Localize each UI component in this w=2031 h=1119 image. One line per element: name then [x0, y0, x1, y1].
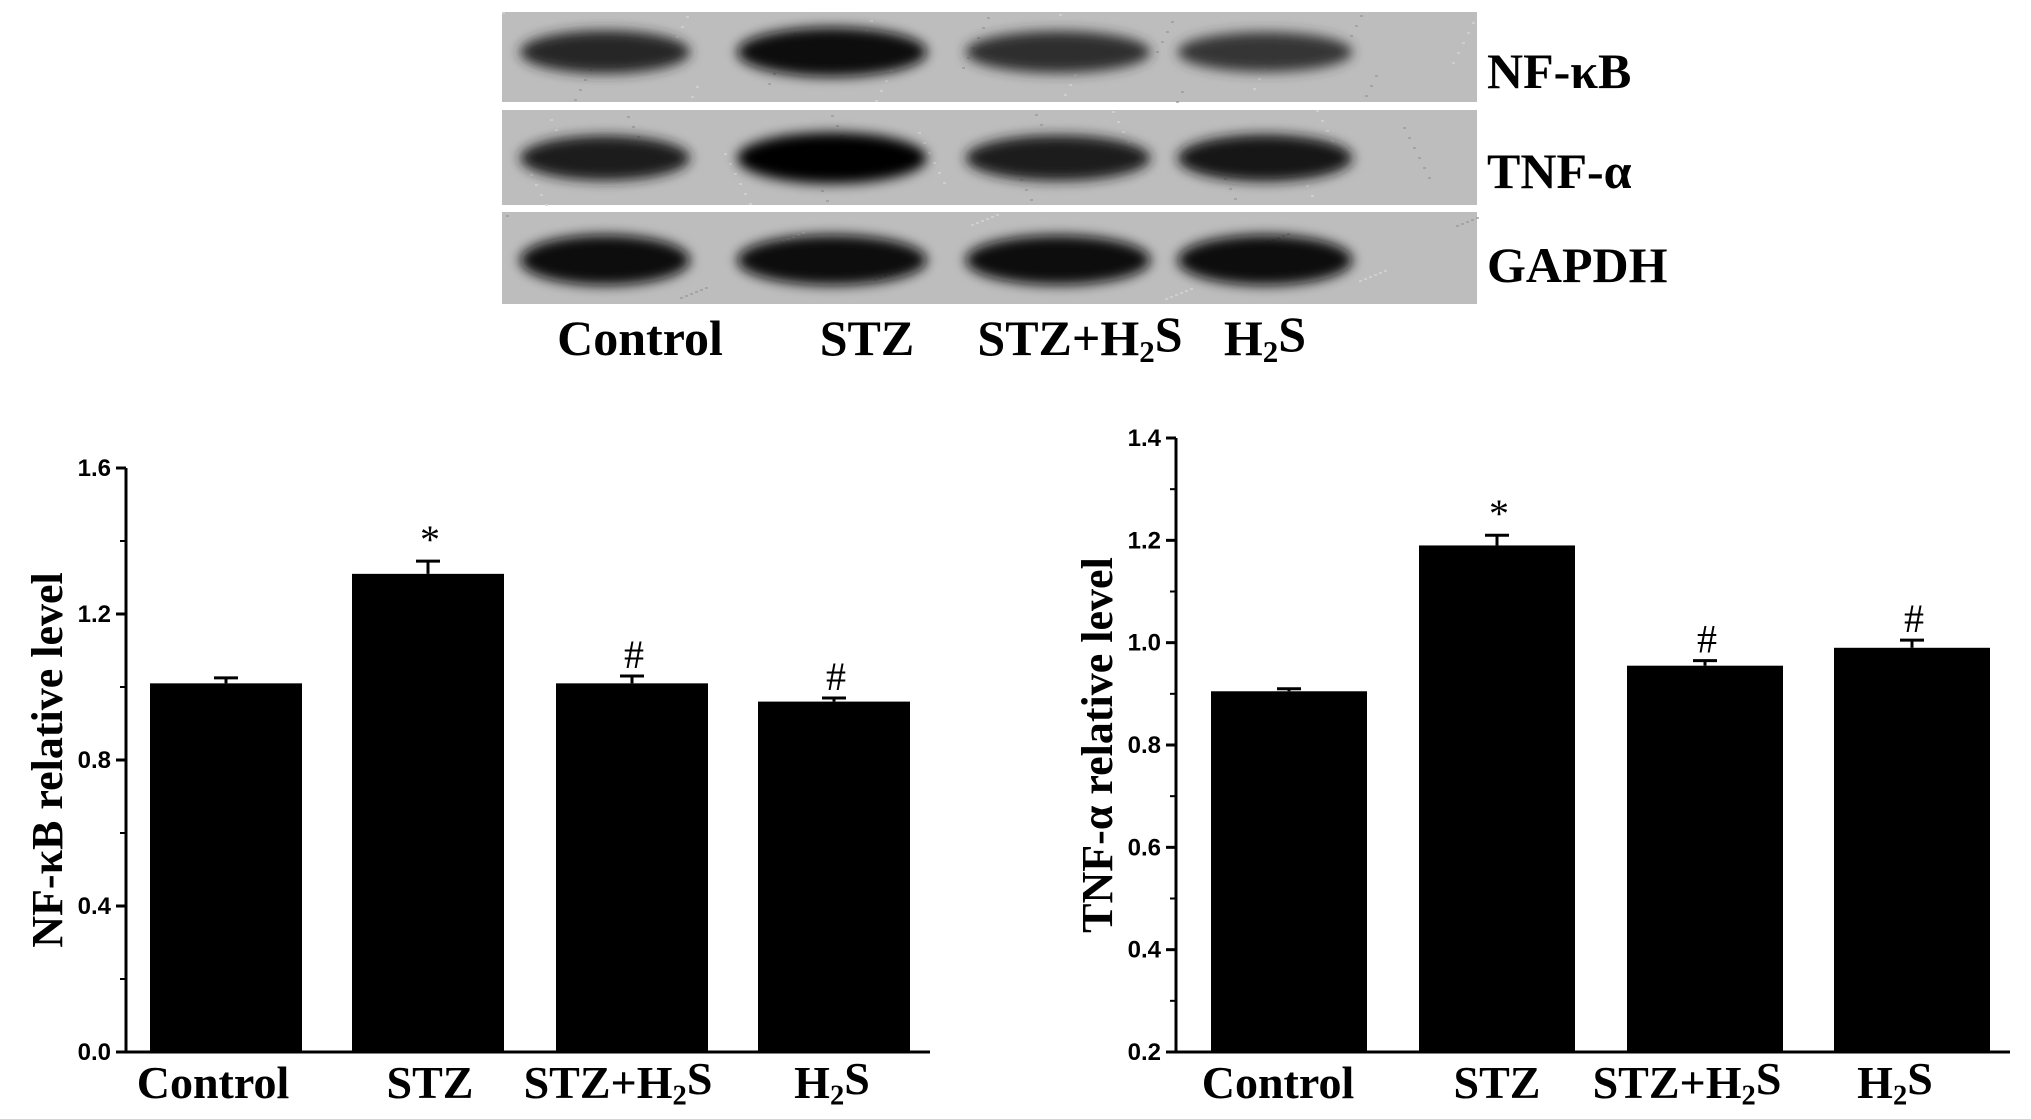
blot-lane-label: STZ+H2S [977, 306, 1182, 369]
y-axis-title: TNF-α relative level [1073, 557, 1122, 933]
blot-band [737, 234, 927, 286]
blot-lane-label: STZ [820, 310, 915, 366]
y-tick-label: 1.4 [1128, 425, 1162, 452]
blot-lane-label: H2S [1224, 306, 1306, 369]
x-tick-label: H2S [1857, 1053, 1933, 1111]
blot-band [1177, 234, 1353, 286]
blot-row-label: TNF-α [1487, 143, 1632, 199]
blot-row-label: GAPDH [1487, 237, 1668, 293]
significance-marker: # [826, 654, 846, 699]
x-tick-label: H2S [794, 1053, 870, 1111]
y-tick-label: 1.2 [78, 601, 111, 628]
blot-band [965, 31, 1151, 73]
blot-band [965, 235, 1151, 285]
x-tick-label: STZ+H2S [1593, 1053, 1782, 1111]
x-tick-label: STZ+H2S [524, 1053, 713, 1111]
y-tick-label: 1.0 [1128, 630, 1161, 657]
bar [758, 701, 910, 1052]
y-tick-label: 1.2 [1128, 527, 1161, 554]
y-tick-label: 0.8 [78, 747, 111, 774]
bar [150, 683, 302, 1052]
x-tick-label: Control [137, 1057, 290, 1108]
blot-band [520, 234, 690, 286]
significance-marker: # [624, 632, 644, 677]
blot-band [737, 27, 927, 77]
bar [1211, 691, 1367, 1052]
bar [1419, 545, 1575, 1052]
y-tick-label: 0.4 [1128, 937, 1162, 964]
bar [1627, 665, 1783, 1052]
y-axis-title: NF-κB relative level [23, 572, 72, 947]
y-tick-label: 0.2 [1128, 1039, 1161, 1066]
blot-band [737, 132, 927, 184]
western-blot: NF-κB TNF-α GAPDH Control STZ STZ+H2S H2S [502, 12, 1668, 369]
blot-lane-label: Control [557, 310, 723, 366]
blot-band [965, 135, 1151, 181]
bar [352, 573, 504, 1052]
y-tick-label: 0.8 [1128, 732, 1161, 759]
tnfa-bar-chart: 0.2 0.4 0.6 0.8 1.0 1.2 1.4 TNF-α relative leve… [1073, 425, 2010, 1111]
significance-marker: # [1697, 617, 1717, 662]
x-tick-label: Control [1202, 1057, 1355, 1108]
y-tick-label: 1.6 [78, 455, 111, 482]
blot-band [1177, 134, 1353, 182]
y-tick-label: 0.0 [78, 1039, 111, 1066]
blot-band [1177, 32, 1353, 72]
significance-marker: * [420, 517, 440, 562]
bar [1834, 647, 1990, 1052]
nfkb-bar-chart: 0.0 0.4 0.8 1.2 1.6 NF-κB relative level Contr… [23, 455, 930, 1111]
x-tick-label: STZ [1454, 1057, 1541, 1108]
x-tick-label: STZ [387, 1057, 474, 1108]
significance-marker: * [1489, 491, 1509, 536]
y-tick-label: 0.6 [1128, 834, 1161, 861]
blot-band [520, 135, 690, 181]
blot-row-label: NF-κB [1487, 43, 1631, 99]
bar [556, 683, 708, 1052]
y-tick-label: 0.4 [78, 893, 112, 920]
significance-marker: # [1904, 596, 1924, 641]
blot-band [520, 30, 690, 74]
